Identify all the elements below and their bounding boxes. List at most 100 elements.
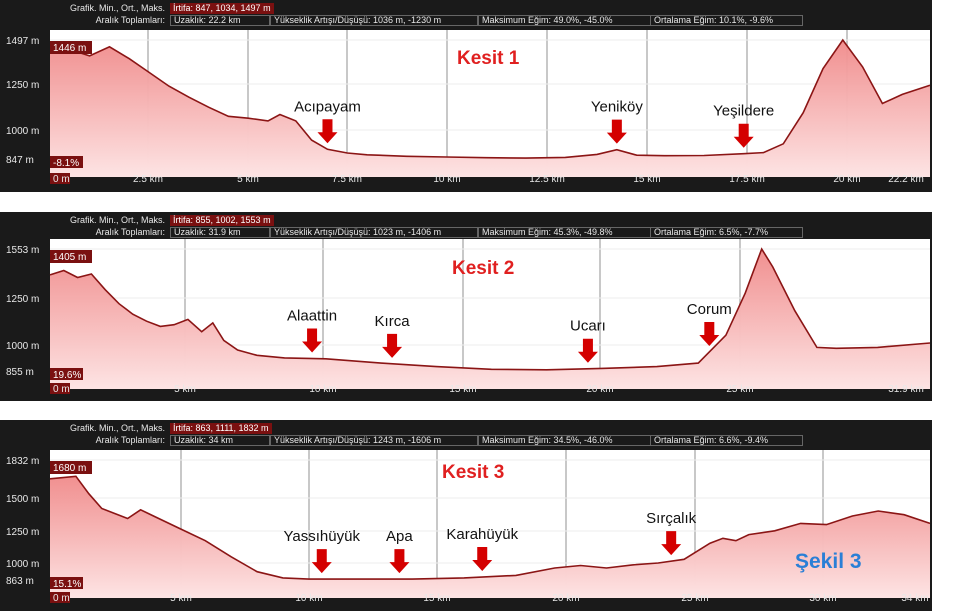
place-arrow (311, 549, 332, 574)
x-tick-label: 34 km (901, 593, 928, 604)
place-label: Sırçalık (646, 510, 697, 527)
y-tick-label: 1500 m (6, 494, 39, 505)
start-elevation-box (50, 461, 92, 474)
distance-stat: Uzaklık: 22.2 km (170, 15, 270, 26)
gain-loss-stat: Yükseklik Artışı/Düşüşü: 1023 m, -1406 m (270, 227, 478, 238)
place-label: Kırca (375, 313, 411, 330)
avg-slope-box (50, 368, 83, 380)
x-tick-label: 20 km (833, 174, 860, 185)
y-tick-label: 847 m (6, 155, 34, 166)
y-tick-label: 1832 m (6, 456, 39, 467)
place-arrow (577, 338, 598, 363)
elevation-area (50, 476, 930, 598)
chart-title-1: Kesit 1 (457, 48, 520, 69)
elevation-chart-1: 1497 m 1250 m 1000 m 847 m 0 m 2.5 km 5 km 7.5 … (6, 30, 931, 185)
profile-panel-3: Grafik. Min., Ort., Maks. İrtifa: 863, 1… (0, 420, 932, 611)
x-tick-label: 25 km (681, 593, 708, 604)
place-arrow (661, 531, 682, 556)
place-label: Yeşildere (713, 103, 774, 120)
avg-slope-box (50, 577, 83, 589)
x-tick-label: 10 km (309, 384, 336, 395)
y-tick-label: 863 m (6, 576, 34, 587)
y-tick-label: 1000 m (6, 126, 39, 137)
elevation-area (50, 249, 930, 389)
place-arrow (733, 123, 754, 148)
x-tick-label: 5 km (237, 174, 259, 185)
x-origin-box (50, 383, 70, 394)
avg-slope-label: 15.1% (53, 579, 81, 590)
header-label: Aralık Toplamları: (95, 435, 165, 445)
place-label: Apa (386, 528, 413, 545)
y-tick-label: 1250 m (6, 294, 39, 305)
elevation-chart-3: 1832 m 1500 m 1250 m 1000 m 863 m 0 m 5 km 10 k… (6, 450, 931, 604)
x-tick-label: 15 km (449, 384, 476, 395)
place-label: Alaattin (287, 307, 337, 324)
gain-loss-stat: Yükseklik Artışı/Düşüşü: 1036 m, -1230 m (270, 15, 478, 26)
x-tick-label: 7.5 km (332, 174, 362, 185)
x-tick-label: 20 km (586, 384, 613, 395)
y-tick-label: 855 m (6, 367, 34, 378)
x-tick-label: 10 km (295, 593, 322, 604)
x-tick-label: 0 m (53, 384, 70, 395)
x-tick-label: 17.5 km (729, 174, 765, 185)
x-tick-label: 0 m (53, 174, 70, 185)
y-tick-label: 1553 m (6, 245, 39, 256)
place-arrow (317, 119, 338, 144)
x-tick-label: 5 km (174, 384, 196, 395)
x-tick-label: 31.9 km (888, 384, 924, 395)
elevation-summary: İrtifa: 863, 1111, 1832 m (170, 423, 272, 434)
x-tick-label: 15 km (633, 174, 660, 185)
x-tick-label: 5 km (170, 593, 192, 604)
x-origin-box (50, 592, 70, 603)
header-label: Grafik. Min., Ort., Maks. (69, 3, 165, 13)
x-origin-box (50, 173, 70, 184)
place-label: Acıpayam (294, 98, 361, 115)
start-elevation-label: 1405 m (53, 252, 86, 263)
start-elevation-label: 1446 m (53, 43, 86, 54)
place-label: Yassıhüyük (284, 528, 361, 545)
elevation-line (49, 475, 931, 580)
chart-title-2: Kesit 2 (452, 258, 515, 279)
start-elevation-box (50, 250, 92, 263)
chart-title-3: Kesit 3 (442, 462, 505, 483)
avg-slope-stat: Ortalama Eğim: 6.6%, -9.4% (650, 435, 803, 446)
y-tick-label: 1000 m (6, 559, 39, 570)
x-tick-label: 12.5 km (529, 174, 565, 185)
x-tick-label: 15 km (423, 593, 450, 604)
x-tick-label: 2.5 km (133, 174, 163, 185)
elevation-chart-2: 1553 m 1250 m 1000 m 855 m 0 m 5 km 10 km 15 km… (6, 239, 931, 395)
x-tick-label: 20 km (552, 593, 579, 604)
header-label: Aralık Toplamları: (95, 227, 165, 237)
elevation-summary: İrtifa: 855, 1002, 1553 m (170, 215, 274, 226)
place-label: Ucarı (570, 318, 606, 335)
avg-slope-box (50, 156, 83, 168)
place-label: Yeniköy (591, 99, 643, 116)
elevation-line (49, 247, 931, 371)
distance-stat: Uzaklık: 34 km (170, 435, 270, 446)
header-label: Grafik. Min., Ort., Maks. (69, 423, 165, 433)
place-arrow (389, 549, 410, 574)
place-label: Karahüyük (446, 526, 518, 543)
place-arrow (699, 321, 720, 346)
x-tick-label: 0 m (53, 593, 70, 604)
x-tick-label: 25 km (726, 384, 753, 395)
elevation-line (49, 38, 931, 159)
header-label: Grafik. Min., Ort., Maks. (69, 215, 165, 225)
x-tick-label: 30 km (809, 593, 836, 604)
avg-slope-label: -8.1% (53, 158, 79, 169)
avg-slope-stat: Ortalama Eğim: 6.5%, -7.7% (650, 227, 803, 238)
start-elevation-box (50, 41, 92, 54)
elevation-area (50, 40, 930, 177)
figure-label: Şekil 3 (795, 550, 862, 573)
x-tick-label: 10 km (433, 174, 460, 185)
x-tick-label: 22.2 km (888, 174, 924, 185)
y-tick-label: 1497 m (6, 36, 39, 47)
avg-slope-stat: Ortalama Eğim: 10.1%, -9.6% (650, 15, 803, 26)
profile-panel-1: Grafik. Min., Ort., Maks. İrtifa: 847, 1… (0, 0, 932, 192)
avg-slope-label: 19.6% (53, 370, 81, 381)
place-label: Corum (687, 301, 732, 318)
elevation-summary: İrtifa: 847, 1034, 1497 m (170, 3, 274, 14)
start-elevation-label: 1680 m (53, 463, 86, 474)
profile-panel-2: Grafik. Min., Ort., Maks. İrtifa: 855, 1… (0, 212, 932, 401)
y-tick-label: 1000 m (6, 341, 39, 352)
